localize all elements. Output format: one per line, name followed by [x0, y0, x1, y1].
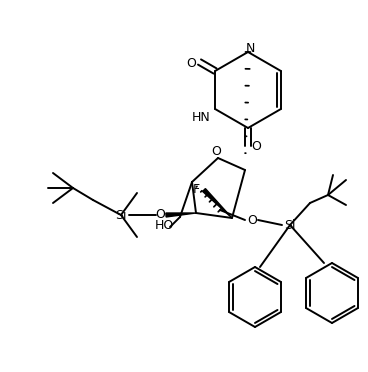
- Text: HO: HO: [154, 218, 174, 231]
- Text: F: F: [192, 183, 199, 196]
- Text: HN: HN: [192, 110, 210, 124]
- Text: O: O: [247, 214, 257, 227]
- Text: Si: Si: [284, 218, 296, 231]
- Polygon shape: [166, 213, 196, 217]
- Text: O: O: [211, 144, 221, 157]
- Text: O: O: [251, 140, 261, 153]
- Text: N: N: [245, 42, 255, 55]
- Text: O: O: [155, 208, 165, 221]
- Text: Si: Si: [115, 208, 127, 221]
- Text: O: O: [187, 57, 197, 70]
- Polygon shape: [203, 189, 232, 218]
